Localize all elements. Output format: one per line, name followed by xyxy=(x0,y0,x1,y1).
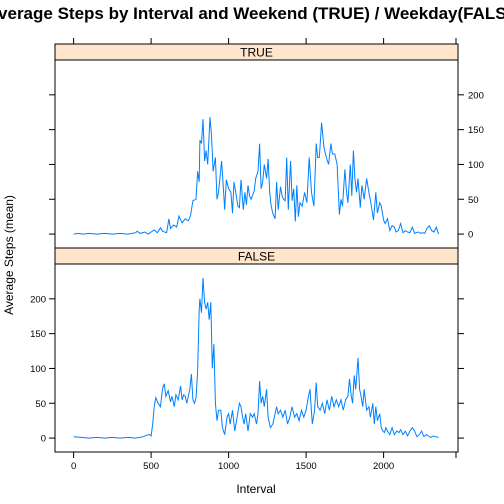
y-tick-label: 50 xyxy=(35,399,46,410)
x-tick-label: 0 xyxy=(71,461,76,472)
x-tick-label: 500 xyxy=(143,461,159,472)
x-tick-label: 1500 xyxy=(296,461,317,472)
series-line-false xyxy=(74,278,439,438)
y-tick-label: 200 xyxy=(468,90,484,101)
strip-label: FALSE xyxy=(238,250,275,264)
y-tick-label: 100 xyxy=(30,364,46,375)
series-line-true xyxy=(74,117,439,234)
y-tick-label: 200 xyxy=(30,294,46,305)
panel-frame xyxy=(55,60,458,248)
y-tick-label: 50 xyxy=(468,195,479,206)
y-tick-label: 0 xyxy=(468,230,473,241)
y-tick-label: 150 xyxy=(30,329,46,340)
chart-title: Average Steps by Interval and Weekend (T… xyxy=(0,4,504,23)
x-axis-label: Interval xyxy=(236,482,275,496)
x-tick-label: 2000 xyxy=(373,461,394,472)
strip-label: TRUE xyxy=(240,46,273,60)
y-tick-label: 0 xyxy=(41,434,46,445)
x-tick-label: 1000 xyxy=(218,461,239,472)
y-axis-label: Average Steps (mean) xyxy=(2,195,16,315)
y-tick-label: 150 xyxy=(468,125,484,136)
y-tick-label: 100 xyxy=(468,160,484,171)
